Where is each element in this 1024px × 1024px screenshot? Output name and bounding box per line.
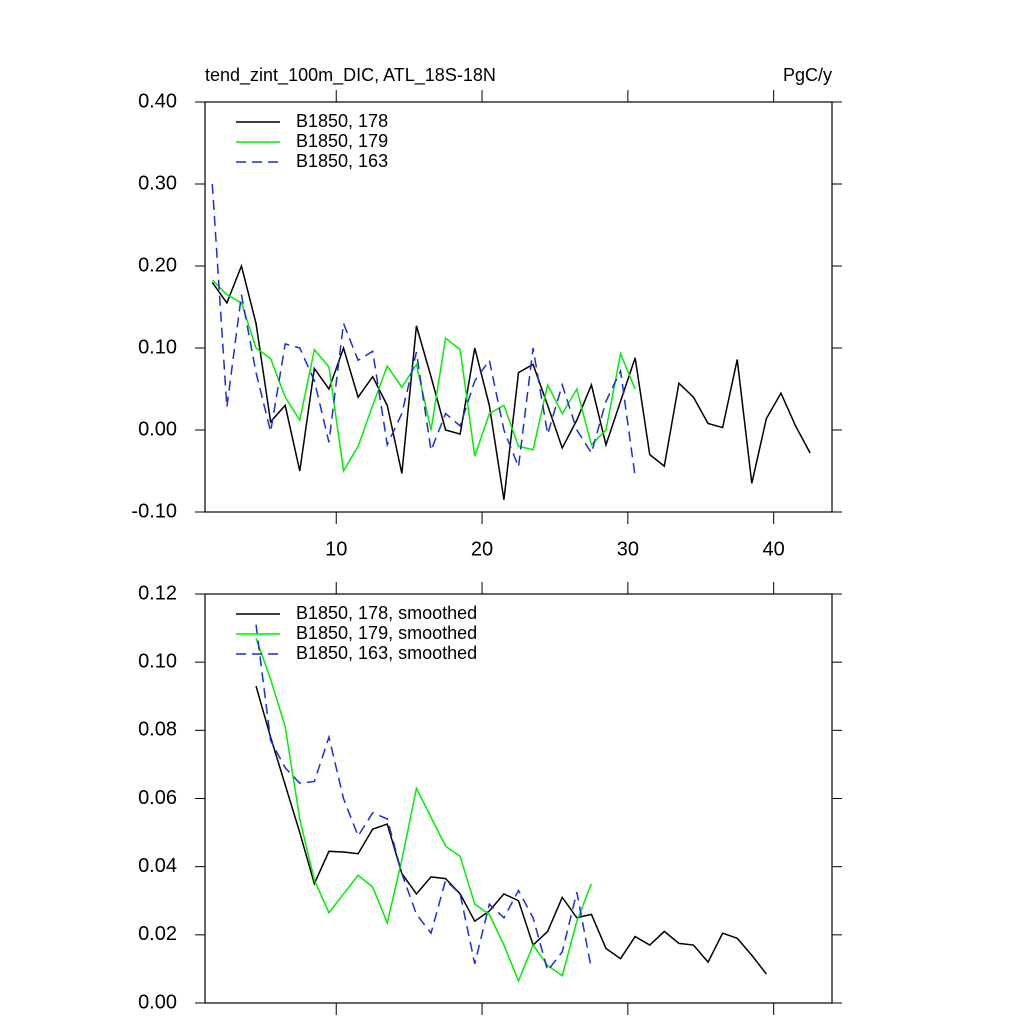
y-tick-label: 0.02 [138, 923, 177, 945]
x-tick-label: 10 [325, 538, 347, 560]
y-tick-label: 0.20 [138, 254, 177, 276]
y-tick-label: 0.10 [138, 336, 177, 358]
series-line [255, 624, 593, 973]
legend-label: B1850, 163, smoothed [296, 643, 477, 663]
series-line [211, 263, 811, 500]
legend-label: B1850, 179 [296, 131, 388, 151]
series-line [255, 685, 767, 975]
series-line [255, 638, 593, 983]
x-tick-label: 20 [471, 538, 493, 560]
legend-label: B1850, 179, smoothed [296, 623, 477, 643]
y-tick-label: -0.10 [131, 500, 177, 522]
x-tick-label: 40 [763, 538, 785, 560]
y-tick-label: 0.04 [138, 855, 177, 877]
series-line [211, 183, 636, 477]
y-tick-label: 0.30 [138, 172, 177, 194]
chart-title: tend_zint_100m_DIC, ATL_18S-18N [205, 65, 496, 86]
y-tick-label: 0.06 [138, 787, 177, 809]
y-tick-label: 0.00 [138, 418, 177, 440]
y-tick-label: 0.10 [138, 650, 177, 672]
y-tick-label: 0.12 [138, 582, 177, 604]
plot-frame [204, 101, 833, 513]
legend-label: B1850, 178, smoothed [296, 603, 477, 623]
units-label: PgC/y [783, 65, 832, 85]
y-tick-label: 0.08 [138, 719, 177, 741]
legend-label: B1850, 163 [296, 151, 388, 171]
legend-label: B1850, 178 [296, 111, 388, 131]
y-tick-label: 0.00 [138, 991, 177, 1013]
series-line [211, 279, 636, 474]
x-tick-label: 30 [617, 538, 639, 560]
y-tick-label: 0.40 [138, 90, 177, 112]
